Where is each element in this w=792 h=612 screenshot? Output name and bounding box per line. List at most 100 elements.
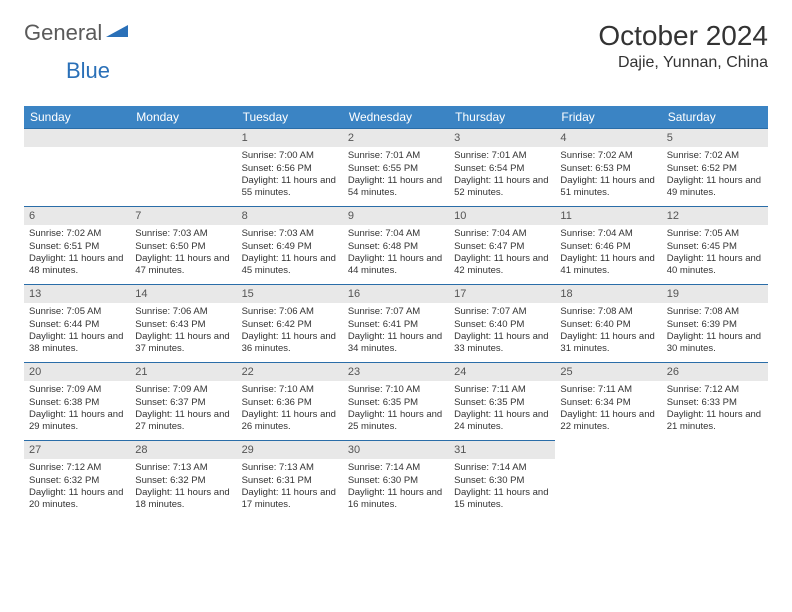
weekday-header: Wednesday: [343, 106, 449, 128]
daylight-text: Daylight: 11 hours and 47 minutes.: [135, 253, 231, 278]
sunset-text: Sunset: 6:47 PM: [454, 241, 550, 253]
weekday-header: Tuesday: [237, 106, 343, 128]
sunset-text: Sunset: 6:40 PM: [454, 319, 550, 331]
day-number: 20: [24, 363, 130, 381]
day-number: 2: [343, 129, 449, 147]
logo-triangle-icon: [106, 23, 128, 44]
day-number: 8: [237, 207, 343, 225]
daylight-text: Daylight: 11 hours and 49 minutes.: [667, 175, 763, 200]
sunrise-text: Sunrise: 7:14 AM: [454, 462, 550, 474]
day-cell: 10Sunrise: 7:04 AMSunset: 6:47 PMDayligh…: [449, 206, 555, 284]
day-cell: 6Sunrise: 7:02 AMSunset: 6:51 PMDaylight…: [24, 206, 130, 284]
day-cell: 8Sunrise: 7:03 AMSunset: 6:49 PMDaylight…: [237, 206, 343, 284]
sunrise-text: Sunrise: 7:10 AM: [242, 384, 338, 396]
sunset-text: Sunset: 6:50 PM: [135, 241, 231, 253]
day-cell: 3 Sunrise: 7:01 AMSunset: 6:54 PMDaylight…: [449, 128, 555, 206]
daylight-text: Daylight: 11 hours and 26 minutes.: [242, 409, 338, 434]
sunset-text: Sunset: 6:38 PM: [29, 397, 125, 409]
sunset-text: Sunset: 6:48 PM: [348, 241, 444, 253]
daylight-text: Daylight: 11 hours and 55 minutes.: [242, 175, 338, 200]
day-cell: 28Sunrise: 7:13 AMSunset: 6:32 PMDayligh…: [130, 440, 236, 518]
daylight-text: Daylight: 11 hours and 21 minutes.: [667, 409, 763, 434]
daylight-text: Daylight: 11 hours and 38 minutes.: [29, 331, 125, 356]
sunrise-text: Sunrise: 7:06 AM: [242, 306, 338, 318]
day-number: 25: [555, 363, 661, 381]
sunrise-text: Sunrise: 7:02 AM: [560, 150, 656, 162]
day-cell: 9Sunrise: 7:04 AMSunset: 6:48 PMDaylight…: [343, 206, 449, 284]
sunrise-text: Sunrise: 7:03 AM: [242, 228, 338, 240]
day-number: 23: [343, 363, 449, 381]
day-number: 12: [662, 207, 768, 225]
daylight-text: Daylight: 11 hours and 17 minutes.: [242, 487, 338, 512]
sunrise-text: Sunrise: 7:06 AM: [135, 306, 231, 318]
daylight-text: Daylight: 11 hours and 27 minutes.: [135, 409, 231, 434]
day-cell: 19Sunrise: 7:08 AMSunset: 6:39 PMDayligh…: [662, 284, 768, 362]
day-number: 30: [343, 441, 449, 459]
day-number: 21: [130, 363, 236, 381]
sunrise-text: Sunrise: 7:13 AM: [242, 462, 338, 474]
day-number: 24: [449, 363, 555, 381]
day-number: 14: [130, 285, 236, 303]
sunset-text: Sunset: 6:46 PM: [560, 241, 656, 253]
daylight-text: Daylight: 11 hours and 16 minutes.: [348, 487, 444, 512]
weekday-header: Saturday: [662, 106, 768, 128]
daylight-text: Daylight: 11 hours and 18 minutes.: [135, 487, 231, 512]
sunset-text: Sunset: 6:51 PM: [29, 241, 125, 253]
sunset-text: Sunset: 6:45 PM: [667, 241, 763, 253]
day-cell: 31Sunrise: 7:14 AMSunset: 6:30 PMDayligh…: [449, 440, 555, 518]
sunset-text: Sunset: 6:35 PM: [454, 397, 550, 409]
daylight-text: Daylight: 11 hours and 41 minutes.: [560, 253, 656, 278]
sunset-text: Sunset: 6:31 PM: [242, 475, 338, 487]
sunrise-text: Sunrise: 7:00 AM: [242, 150, 338, 162]
daylight-text: Daylight: 11 hours and 24 minutes.: [454, 409, 550, 434]
sunset-text: Sunset: 6:42 PM: [242, 319, 338, 331]
sunrise-text: Sunrise: 7:01 AM: [454, 150, 550, 162]
daylight-text: Daylight: 11 hours and 20 minutes.: [29, 487, 125, 512]
day-number: 18: [555, 285, 661, 303]
day-number: 7: [130, 207, 236, 225]
sunrise-text: Sunrise: 7:01 AM: [348, 150, 444, 162]
daylight-text: Daylight: 11 hours and 44 minutes.: [348, 253, 444, 278]
sunset-text: Sunset: 6:30 PM: [348, 475, 444, 487]
weekday-header: Sunday: [24, 106, 130, 128]
day-number: 19: [662, 285, 768, 303]
day-number: 27: [24, 441, 130, 459]
daylight-text: Daylight: 11 hours and 31 minutes.: [560, 331, 656, 356]
sunset-text: Sunset: 6:39 PM: [667, 319, 763, 331]
daylight-text: Daylight: 11 hours and 22 minutes.: [560, 409, 656, 434]
daylight-text: Daylight: 11 hours and 40 minutes.: [667, 253, 763, 278]
day-cell: 24Sunrise: 7:11 AMSunset: 6:35 PMDayligh…: [449, 362, 555, 440]
sunset-text: Sunset: 6:54 PM: [454, 163, 550, 175]
day-number: 1: [237, 129, 343, 147]
sunrise-text: Sunrise: 7:04 AM: [348, 228, 444, 240]
calendar-header: SundayMondayTuesdayWednesdayThursdayFrid…: [24, 106, 768, 128]
day-cell: 21Sunrise: 7:09 AMSunset: 6:37 PMDayligh…: [130, 362, 236, 440]
day-number: 28: [130, 441, 236, 459]
sunrise-text: Sunrise: 7:07 AM: [348, 306, 444, 318]
sunset-text: Sunset: 6:52 PM: [667, 163, 763, 175]
daylight-text: Daylight: 11 hours and 52 minutes.: [454, 175, 550, 200]
day-cell: 17Sunrise: 7:07 AMSunset: 6:40 PMDayligh…: [449, 284, 555, 362]
day-number: 22: [237, 363, 343, 381]
sunrise-text: Sunrise: 7:12 AM: [29, 462, 125, 474]
daylight-text: Daylight: 11 hours and 25 minutes.: [348, 409, 444, 434]
day-cell: 2Sunrise: 7:01 AMSunset: 6:55 PMDaylight…: [343, 128, 449, 206]
day-number: 16: [343, 285, 449, 303]
sunrise-text: Sunrise: 7:11 AM: [560, 384, 656, 396]
day-cell: 29Sunrise: 7:13 AMSunset: 6:31 PMDayligh…: [237, 440, 343, 518]
sunset-text: Sunset: 6:41 PM: [348, 319, 444, 331]
sunrise-text: Sunrise: 7:02 AM: [667, 150, 763, 162]
weekday-header: Monday: [130, 106, 236, 128]
day-cell: 7Sunrise: 7:03 AMSunset: 6:50 PMDaylight…: [130, 206, 236, 284]
day-number: 3: [449, 129, 555, 147]
sunset-text: Sunset: 6:37 PM: [135, 397, 231, 409]
day-number: 26: [662, 363, 768, 381]
day-cell: 18Sunrise: 7:08 AMSunset: 6:40 PMDayligh…: [555, 284, 661, 362]
sunrise-text: Sunrise: 7:05 AM: [667, 228, 763, 240]
day-cell: 20Sunrise: 7:09 AMSunset: 6:38 PMDayligh…: [24, 362, 130, 440]
sunset-text: Sunset: 6:34 PM: [560, 397, 656, 409]
day-number: 15: [237, 285, 343, 303]
day-cell: 13Sunrise: 7:05 AMSunset: 6:44 PMDayligh…: [24, 284, 130, 362]
day-cell: 12 Sunrise: 7:05 AMSunset: 6:45 PMDayligh…: [662, 206, 768, 284]
day-number: 5: [662, 129, 768, 147]
